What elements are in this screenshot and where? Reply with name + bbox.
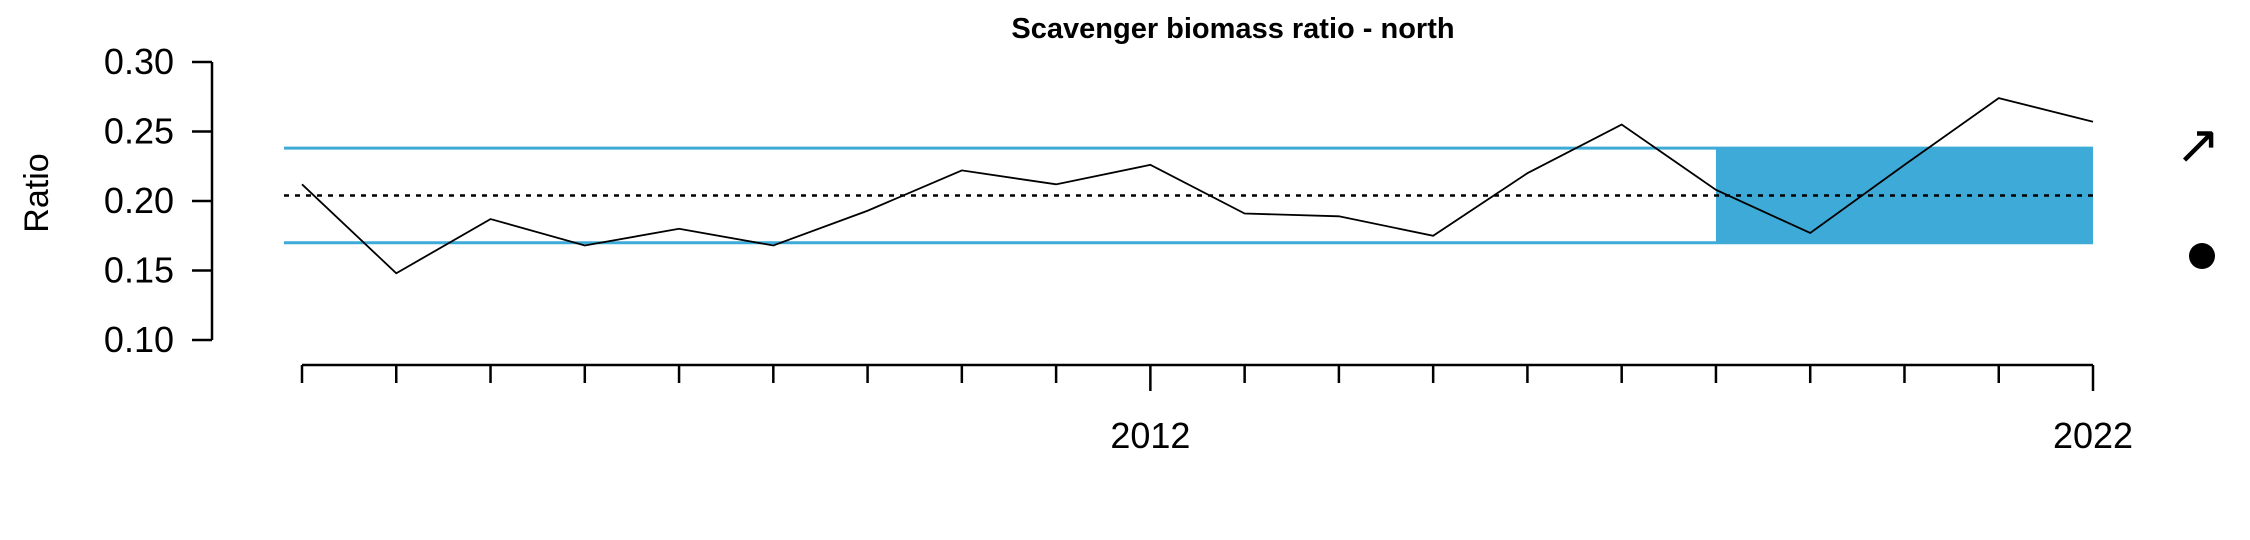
x-tick-label: 2022: [2053, 415, 2133, 456]
x-tick-label: 2012: [1110, 415, 1190, 456]
y-tick-label: 0.20: [104, 180, 174, 221]
y-axis-title: Ratio: [18, 153, 56, 232]
y-axis: 0.10 0.15 0.20 0.25 0.30: [104, 41, 214, 360]
chart-title: Scavenger biomass ratio - north: [1011, 13, 1454, 45]
x-axis: 2012 2022: [300, 363, 2133, 456]
series-group: [301, 97, 2094, 275]
y-tick-label: 0.15: [104, 250, 174, 291]
mean-indicator-icon: [2189, 243, 2215, 269]
y-tick-label: 0.25: [104, 111, 174, 152]
y-tick-label: 0.10: [104, 319, 174, 360]
series-line: [301, 97, 2094, 275]
trend-arrow-icon: ↗: [2175, 115, 2220, 175]
sd-band-group: [284, 146, 2093, 245]
y-tick-label: 0.30: [104, 41, 174, 82]
